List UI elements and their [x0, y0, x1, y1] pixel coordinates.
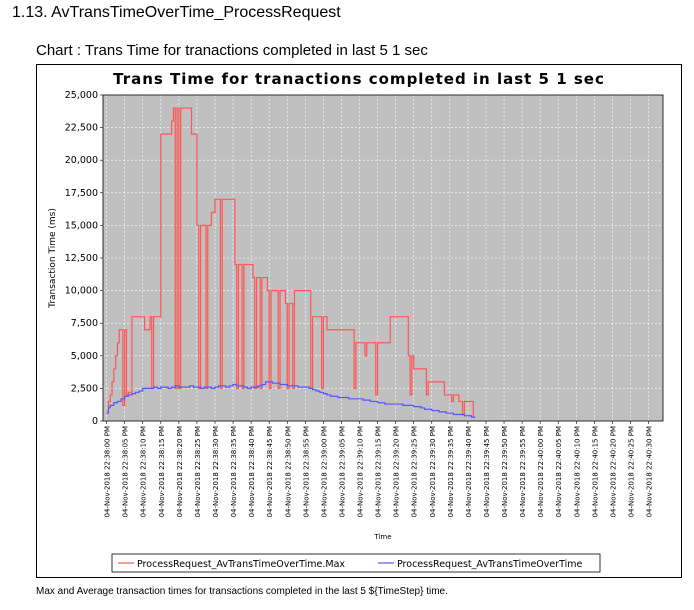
x-tick-label: 04-Nov-2018 22:39:55 PM — [519, 426, 527, 517]
x-axis: 04-Nov-2018 22:38:00 PM 04-Nov-2018 22:38… — [104, 421, 654, 517]
legend-label-max: ProcessRequest_AvTransTimeOverTime.Max — [137, 559, 345, 570]
chart-caption: Max and Average transaction times for tr… — [36, 586, 448, 597]
x-tick-label: 04-Nov-2018 22:39:35 PM — [447, 426, 455, 517]
x-tick-label: 04-Nov-2018 22:39:25 PM — [411, 426, 419, 517]
x-tick-label: 04-Nov-2018 22:40:10 PM — [573, 426, 581, 517]
x-tick-label: 04-Nov-2018 22:40:05 PM — [555, 426, 563, 517]
x-tick-label: 04-Nov-2018 22:38:20 PM — [176, 426, 184, 517]
chart-frame: Trans Time for tranactions completed in … — [36, 64, 682, 578]
x-tick-label: 04-Nov-2018 22:39:45 PM — [483, 426, 491, 517]
x-tick-label: 04-Nov-2018 22:38:40 PM — [248, 426, 256, 517]
x-tick-label: 04-Nov-2018 22:39:10 PM — [357, 426, 365, 517]
x-tick-label: 04-Nov-2018 22:38:00 PM — [104, 426, 112, 517]
x-tick-label: 04-Nov-2018 22:39:05 PM — [338, 426, 346, 517]
chart-label: Chart : Trans Time for tranactions compl… — [36, 42, 428, 59]
y-tick-label: 22,500 — [65, 123, 98, 134]
x-tick-label: 04-Nov-2018 22:38:30 PM — [212, 426, 220, 517]
y-tick-label: 12,500 — [65, 253, 98, 264]
y-axis-label: Transaction Time (ms) — [48, 208, 58, 309]
x-tick-label: 04-Nov-2018 22:40:20 PM — [609, 426, 617, 517]
x-tick-label: 04-Nov-2018 22:39:30 PM — [429, 426, 437, 517]
y-tick-label: 2,500 — [71, 383, 98, 394]
y-tick-label: 25,000 — [65, 90, 98, 101]
y-tick-label: 0 — [92, 416, 98, 427]
y-tick-label: 20,000 — [65, 155, 98, 166]
x-tick-label: 04-Nov-2018 22:39:50 PM — [501, 426, 509, 517]
x-axis-label: Time — [373, 533, 391, 541]
legend-label-avg: ProcessRequest_AvTransTimeOverTime — [397, 559, 583, 570]
series-layer — [106, 107, 476, 418]
y-tick-label: 15,000 — [65, 220, 98, 231]
x-tick-label: 04-Nov-2018 22:38:05 PM — [122, 426, 130, 517]
x-tick-label: 04-Nov-2018 22:39:40 PM — [465, 426, 473, 517]
chart-title: Trans Time for tranactions completed in … — [113, 70, 605, 88]
x-tick-label: 04-Nov-2018 22:40:00 PM — [537, 426, 545, 517]
x-tick-label: 04-Nov-2018 22:38:45 PM — [266, 426, 274, 517]
x-tick-label: 04-Nov-2018 22:40:30 PM — [646, 426, 654, 517]
section-heading: 1.13. AvTransTimeOverTime_ProcessRequest — [12, 4, 341, 21]
x-tick-label: 04-Nov-2018 22:40:25 PM — [627, 426, 635, 517]
y-tick-label: 17,500 — [65, 188, 98, 199]
x-tick-label: 04-Nov-2018 22:38:15 PM — [158, 426, 166, 517]
chart-svg: Trans Time for tranactions completed in … — [48, 70, 664, 573]
legend: ProcessRequest_AvTransTimeOverTime.Max P… — [111, 553, 601, 573]
y-tick-label: 7,500 — [71, 318, 98, 329]
x-tick-label: 04-Nov-2018 22:40:15 PM — [591, 426, 599, 517]
series-line-max — [106, 107, 476, 418]
x-tick-label: 04-Nov-2018 22:38:35 PM — [230, 426, 238, 517]
x-tick-label: 04-Nov-2018 22:38:10 PM — [140, 426, 148, 517]
legend-box — [111, 553, 601, 573]
x-tick-label: 04-Nov-2018 22:39:15 PM — [375, 426, 383, 517]
x-tick-label: 04-Nov-2018 22:39:20 PM — [393, 426, 401, 517]
x-tick-label: 04-Nov-2018 22:38:55 PM — [302, 426, 310, 517]
series-line-average — [106, 381, 476, 418]
y-tick-label: 10,000 — [65, 286, 98, 297]
y-axis: 0 2,500 5,000 7,500 10,000 12,500 15,000 17,500… — [65, 90, 103, 427]
x-tick-label: 04-Nov-2018 22:38:25 PM — [194, 426, 202, 517]
x-tick-label: 04-Nov-2018 22:39:00 PM — [320, 426, 328, 517]
y-tick-label: 5,000 — [71, 351, 98, 362]
x-tick-label: 04-Nov-2018 22:38:50 PM — [284, 426, 292, 517]
